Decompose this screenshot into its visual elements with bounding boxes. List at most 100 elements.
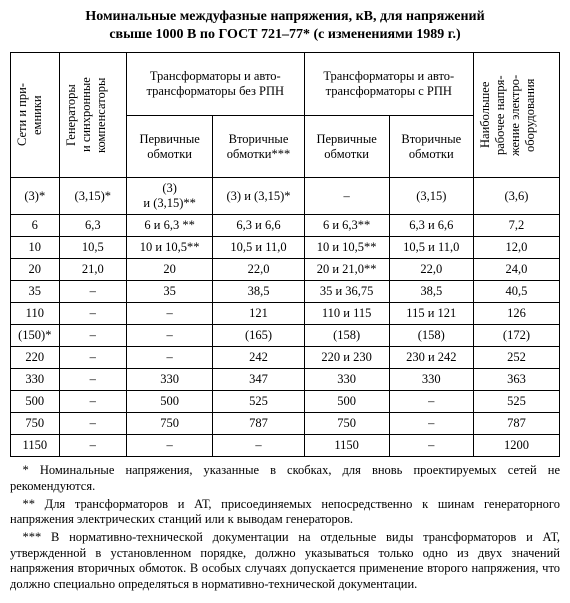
table-cell: 12,0 [473,237,559,259]
footnote-2: ** Для трансформаторов и АТ, присоединяе… [10,497,560,528]
table-cell: 6 и 6,3** [304,215,389,237]
table-row: 35–3538,535 и 36,7538,540,5 [11,281,560,303]
table-cell: 230 и 242 [389,347,473,369]
table-title: Номинальные междуфазные напряжения, кВ, … [10,8,560,44]
table-row: 1150–––1150–1200 [11,435,560,457]
table-cell: 24,0 [473,259,559,281]
table-cell: – [126,325,212,347]
table-cell: – [59,325,126,347]
col-header-max-voltage: Наибольшеерабочее напря-жение электро-об… [476,56,540,174]
table-row: 110––121110 и 115115 и 121126 [11,303,560,325]
table-cell: 10 и 10,5** [304,237,389,259]
table-cell: 1150 [304,435,389,457]
footnote-3: *** В нормативно-технической документаци… [10,530,560,593]
table-row: 500–500525500–525 [11,391,560,413]
table-cell: (3)и (3,15)** [126,178,212,215]
col-header-secondary-1: Вторичныеобмотки*** [213,115,304,178]
table-cell: (158) [389,325,473,347]
table-cell: (3,15)* [59,178,126,215]
col-group-rpn: Трансформаторы и авто-трансформаторы с Р… [304,53,473,116]
table-cell: 330 [126,369,212,391]
table-cell: (165) [213,325,304,347]
table-cell: 126 [473,303,559,325]
footnotes: * Номинальные напряжения, указанные в ск… [10,463,560,592]
table-cell: – [304,178,389,215]
table-cell: (3,6) [473,178,559,215]
table-row: (150)*––(165)(158)(158)(172) [11,325,560,347]
table-cell: 20 [11,259,60,281]
table-row: 750–750787750–787 [11,413,560,435]
table-cell: 10,5 и 11,0 [389,237,473,259]
table-cell: 252 [473,347,559,369]
table-cell: – [59,435,126,457]
table-row: 1010,510 и 10,5**10,5 и 11,010 и 10,5**1… [11,237,560,259]
table-cell: 6,3 и 6,6 [213,215,304,237]
table-cell: – [59,391,126,413]
table-cell: 7,2 [473,215,559,237]
table-cell: 20 и 21,0** [304,259,389,281]
table-cell: – [59,281,126,303]
table-cell: 6 и 6,3 ** [126,215,212,237]
table-cell: – [59,347,126,369]
table-cell: (3)* [11,178,60,215]
table-cell: 347 [213,369,304,391]
table-cell: 20 [126,259,212,281]
table-cell: 22,0 [389,259,473,281]
table-cell: 330 [389,369,473,391]
table-cell: 110 и 115 [304,303,389,325]
table-cell: 35 и 36,75 [304,281,389,303]
table-cell: 35 [11,281,60,303]
table-cell: 330 [304,369,389,391]
title-line-2: свыше 1000 В по ГОСТ 721–77* (с изменени… [109,27,460,42]
table-cell: 6,3 и 6,6 [389,215,473,237]
table-cell: (158) [304,325,389,347]
table-cell: (3,15) [389,178,473,215]
table-cell: 750 [11,413,60,435]
footnote-1: * Номинальные напряжения, указанные в ск… [10,463,560,494]
table-cell: 22,0 [213,259,304,281]
table-cell: 10 и 10,5** [126,237,212,259]
table-cell: (150)* [11,325,60,347]
table-cell: 21,0 [59,259,126,281]
table-cell: – [389,391,473,413]
table-cell: 787 [473,413,559,435]
table-cell: 242 [213,347,304,369]
table-cell: – [59,303,126,325]
table-cell: 35 [126,281,212,303]
table-cell: 110 [11,303,60,325]
table-row: (3)*(3,15)*(3)и (3,15)**(3) и (3,15)*–(3… [11,178,560,215]
voltage-table: Сети и при-емники Генераторыи синхронные… [10,52,560,457]
table-cell: – [126,303,212,325]
table-cell: 787 [213,413,304,435]
table-cell: – [213,435,304,457]
table-cell: 363 [473,369,559,391]
table-cell: 330 [11,369,60,391]
table-cell: 10 [11,237,60,259]
col-header-primary-2: Первичныеобмотки [304,115,389,178]
col-header-secondary-2: Вторичныеобмотки [389,115,473,178]
table-cell: 525 [473,391,559,413]
table-cell: 10,5 и 11,0 [213,237,304,259]
table-cell: (172) [473,325,559,347]
table-cell: – [126,347,212,369]
table-row: 66,36 и 6,3 **6,3 и 6,66 и 6,3**6,3 и 6,… [11,215,560,237]
table-cell: 1200 [473,435,559,457]
table-cell: 750 [126,413,212,435]
table-cell: 750 [304,413,389,435]
table-cell: 500 [11,391,60,413]
table-cell: 525 [213,391,304,413]
table-row: 330–330347330330363 [11,369,560,391]
table-cell: (3) и (3,15)* [213,178,304,215]
table-cell: 220 [11,347,60,369]
col-header-primary-1: Первичныеобмотки [126,115,212,178]
table-cell: 115 и 121 [389,303,473,325]
table-cell: – [126,435,212,457]
table-cell: 220 и 230 [304,347,389,369]
title-line-1: Номинальные междуфазные напряжения, кВ, … [85,9,484,24]
col-header-networks: Сети и при-емники [13,56,47,174]
table-cell: 38,5 [213,281,304,303]
table-cell: – [59,413,126,435]
table-cell: 6,3 [59,215,126,237]
col-header-generators: Генераторыи синхронныекомпенсаторы [62,56,111,174]
table-cell: 121 [213,303,304,325]
